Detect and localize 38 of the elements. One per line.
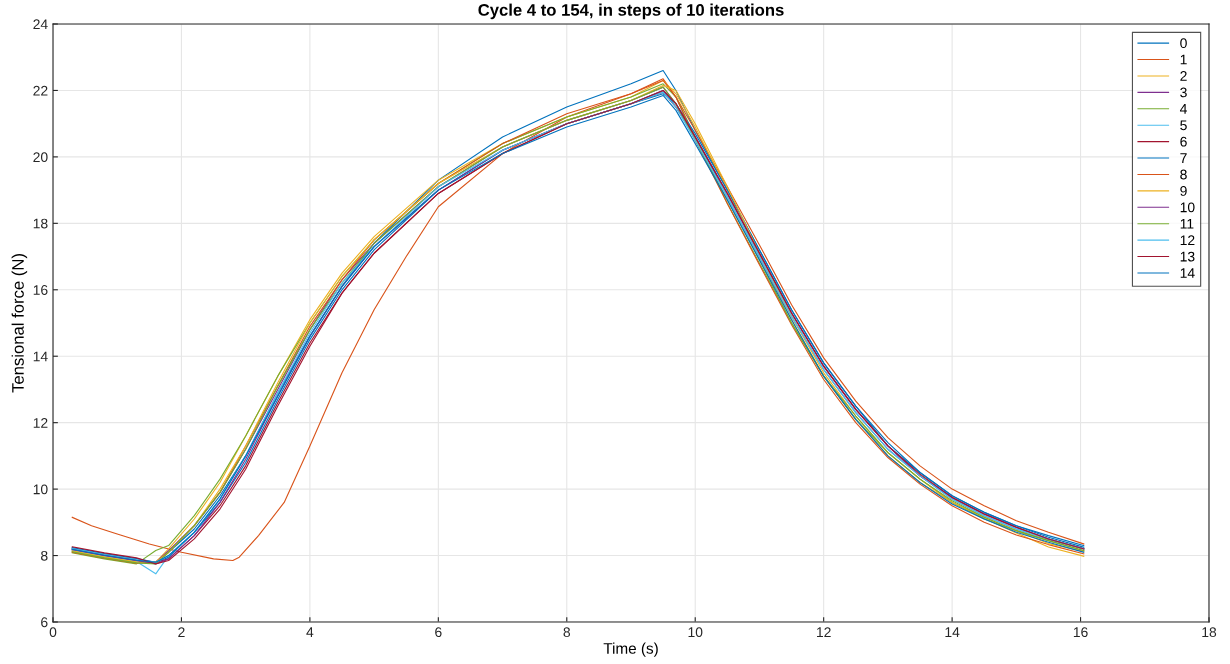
x-tick-label: 12: [817, 627, 831, 637]
y-tick-label: 14: [33, 351, 48, 362]
x-tick-label: 14: [945, 627, 960, 637]
legend-label: 5: [1180, 120, 1187, 131]
y-tick-label: 20: [33, 152, 48, 163]
legend-label: 4: [1179, 104, 1187, 114]
legend-label: 13: [1180, 251, 1195, 262]
x-tick-label: 8: [563, 627, 571, 638]
x-tick-label: 18: [1202, 627, 1217, 638]
y-tick-label: 8: [41, 550, 48, 561]
legend-label: 9: [1180, 186, 1187, 196]
legend-label: 0: [1180, 38, 1187, 49]
x-tick-label: 10: [688, 627, 703, 638]
y-tick-label: 22: [33, 85, 48, 96]
x-tick-label: 0: [49, 627, 57, 638]
legend-label: 12: [1180, 235, 1195, 245]
y-tick-label: 16: [33, 285, 48, 295]
legend-label: 2: [1180, 71, 1187, 81]
legend-label: 14: [1180, 268, 1195, 278]
legend-label: 11: [1180, 219, 1194, 229]
legend-label: 10: [1180, 202, 1195, 213]
y-tick-label: 6: [41, 617, 48, 628]
legend-label: 3: [1180, 87, 1187, 98]
x-tick-label: 6: [435, 627, 442, 638]
legend-label: 8: [1180, 169, 1187, 180]
y-tick-label: 10: [33, 484, 48, 495]
x-axis-title: Time (s): [603, 642, 658, 657]
x-tick-label: 4: [306, 627, 314, 637]
x-tick-label: 16: [1073, 627, 1088, 638]
x-tick-label: 2: [178, 627, 185, 637]
y-tick-label: 12: [33, 418, 48, 428]
y-tick-label: 24: [33, 19, 48, 30]
legend-label: 6: [1180, 136, 1187, 147]
legend-label: 7: [1180, 153, 1187, 163]
legend-label: 1: [1180, 54, 1187, 65]
y-axis-title: Tensional force (N): [11, 254, 28, 393]
y-tick-label: 18: [33, 218, 48, 229]
chart-title: Cycle 4 to 154, in steps of 10 iterations: [478, 3, 784, 20]
